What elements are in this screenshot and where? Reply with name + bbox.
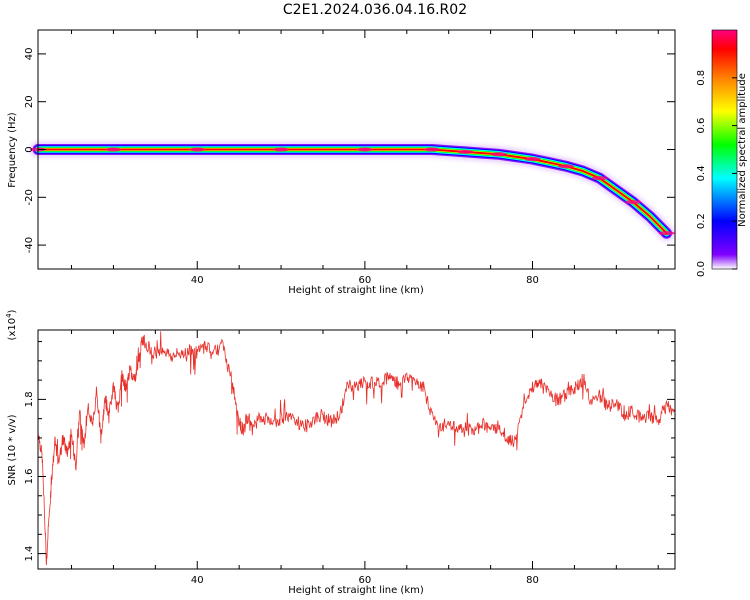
snr-plot-area bbox=[38, 330, 675, 569]
snr-x-axis-label: Height of straight line (km) bbox=[288, 585, 424, 596]
ridge-peak bbox=[457, 149, 474, 154]
spectrogram-xtick-label-0: 40 bbox=[191, 275, 204, 286]
spectrogram-ytick-label-0: -40 bbox=[24, 237, 35, 253]
snr-ytick-label-1: 1.6 bbox=[24, 469, 35, 485]
spectrogram-x-axis-label: Height of straight line (km) bbox=[288, 285, 424, 296]
snr-xtick-label-1: 60 bbox=[359, 575, 372, 586]
colorbar-gradient bbox=[712, 30, 737, 269]
snr-frame bbox=[37, 329, 676, 570]
ridge-peak bbox=[189, 147, 206, 152]
ridge-peak bbox=[625, 200, 642, 205]
spectrogram-ytick-label-1: -20 bbox=[24, 189, 35, 205]
snr-exponent-label: (x104) bbox=[5, 309, 18, 340]
snr-ytick-label-2: 1.8 bbox=[24, 391, 35, 407]
ridge-peak bbox=[356, 147, 373, 152]
colorbar-tick-label-1: 0.2 bbox=[696, 213, 707, 229]
ridge-peak bbox=[658, 231, 675, 236]
spectrogram-xtick-label-2: 80 bbox=[526, 275, 539, 286]
spectrogram-xtick-label-1: 60 bbox=[359, 275, 372, 286]
ridge-peak bbox=[558, 164, 575, 169]
ridge-peak bbox=[524, 157, 541, 162]
snr-exponent-power: 4 bbox=[5, 313, 13, 318]
ridge-peak bbox=[490, 152, 507, 157]
colorbar-label: Normalized spectral amplitude bbox=[737, 73, 748, 227]
spectrogram-y-axis-label: Frequency (Hz) bbox=[7, 112, 18, 188]
colorbar-ticks: 0.0 0.2 0.4 0.6 0.8 bbox=[696, 70, 737, 277]
spectrogram-ytick-label-4: 40 bbox=[24, 48, 35, 61]
spectrogram-ticks: 40 60 80 -40 -20 0 20 40 bbox=[24, 30, 675, 286]
snr-xtick-label-0: 40 bbox=[191, 575, 204, 586]
chart-title: C2E1.2024.036.04.16.R02 bbox=[282, 2, 468, 18]
snr-exponent-close: ) bbox=[7, 309, 18, 313]
colorbar-tick-label-0: 0.0 bbox=[696, 261, 707, 277]
spectrogram-ytick-label-2: 0 bbox=[24, 146, 35, 152]
colorbar-tick-label-3: 0.6 bbox=[696, 118, 707, 134]
spectrogram-panel: 40 60 80 -40 -20 0 20 40 Height of straight lin… bbox=[7, 29, 676, 296]
colorbar-frame bbox=[711, 29, 738, 270]
snr-exponent-open: (x10 bbox=[7, 318, 18, 341]
colorbar-tick-label-4: 0.8 bbox=[696, 70, 707, 86]
spectral-ridge bbox=[30, 141, 675, 242]
snr-ytick-label-0: 1.4 bbox=[24, 546, 35, 562]
ridge-peak bbox=[273, 147, 290, 152]
snr-y-axis-label: SNR (10 * v/v) bbox=[7, 414, 18, 485]
ridge-peak bbox=[591, 176, 608, 181]
snr-panel: 40 60 80 1.4 1.6 1.8 Height of straight line … bbox=[5, 309, 676, 596]
snr-xtick-label-2: 80 bbox=[526, 575, 539, 586]
colorbar-tick-label-2: 0.4 bbox=[696, 165, 707, 181]
spectrogram-ytick-label-3: 20 bbox=[24, 95, 35, 108]
snr-ticks: 40 60 80 1.4 1.6 1.8 bbox=[24, 330, 675, 586]
ridge-peak bbox=[105, 147, 122, 152]
ridge-peak bbox=[423, 147, 440, 152]
colorbar: 0.0 0.2 0.4 0.6 0.8 Normalized spectral ampl… bbox=[696, 29, 748, 277]
snr-series-line bbox=[37, 331, 676, 566]
